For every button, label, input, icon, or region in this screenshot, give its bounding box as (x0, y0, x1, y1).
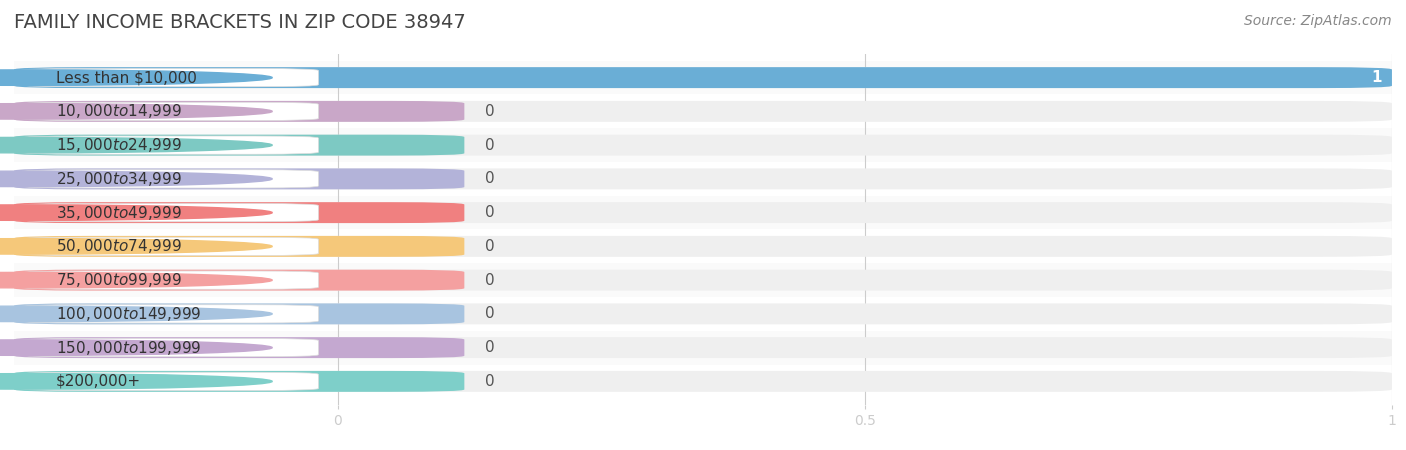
FancyBboxPatch shape (14, 202, 464, 223)
FancyBboxPatch shape (14, 168, 464, 189)
FancyBboxPatch shape (21, 237, 318, 256)
FancyBboxPatch shape (14, 236, 1392, 257)
Bar (14, 162, 1392, 196)
Text: $150,000 to $199,999: $150,000 to $199,999 (56, 338, 201, 356)
Text: 1: 1 (1371, 70, 1382, 85)
FancyBboxPatch shape (14, 371, 1392, 392)
Text: 0: 0 (485, 374, 495, 389)
Bar (14, 230, 1392, 263)
Circle shape (0, 374, 273, 389)
FancyBboxPatch shape (14, 337, 464, 358)
FancyBboxPatch shape (21, 203, 318, 222)
Circle shape (0, 104, 273, 119)
Bar (14, 61, 1392, 94)
Text: $25,000 to $34,999: $25,000 to $34,999 (56, 170, 183, 188)
FancyBboxPatch shape (21, 271, 318, 289)
Text: Source: ZipAtlas.com: Source: ZipAtlas.com (1244, 14, 1392, 27)
FancyBboxPatch shape (14, 135, 464, 156)
FancyBboxPatch shape (14, 371, 464, 392)
Bar (14, 297, 1392, 331)
Circle shape (0, 70, 273, 86)
FancyBboxPatch shape (14, 337, 1392, 358)
Circle shape (0, 238, 273, 254)
Text: 0: 0 (485, 306, 495, 321)
Text: $200,000+: $200,000+ (56, 374, 141, 389)
FancyBboxPatch shape (14, 303, 1392, 324)
Text: $15,000 to $24,999: $15,000 to $24,999 (56, 136, 183, 154)
FancyBboxPatch shape (21, 372, 318, 391)
FancyBboxPatch shape (21, 102, 318, 121)
Text: $10,000 to $14,999: $10,000 to $14,999 (56, 102, 183, 120)
FancyBboxPatch shape (14, 270, 1392, 291)
Bar (14, 263, 1392, 297)
Circle shape (0, 272, 273, 288)
FancyBboxPatch shape (14, 303, 464, 324)
Circle shape (0, 340, 273, 356)
Bar (14, 331, 1392, 364)
Text: 0: 0 (485, 104, 495, 119)
FancyBboxPatch shape (14, 67, 1392, 88)
Text: $35,000 to $49,999: $35,000 to $49,999 (56, 203, 183, 221)
Circle shape (0, 306, 273, 322)
Text: 0: 0 (485, 239, 495, 254)
Text: 0: 0 (485, 138, 495, 153)
FancyBboxPatch shape (14, 168, 1392, 189)
FancyBboxPatch shape (14, 202, 1392, 223)
Circle shape (0, 171, 273, 187)
FancyBboxPatch shape (21, 68, 318, 87)
FancyBboxPatch shape (14, 135, 1392, 156)
FancyBboxPatch shape (14, 270, 464, 291)
FancyBboxPatch shape (14, 236, 464, 257)
Text: $50,000 to $74,999: $50,000 to $74,999 (56, 237, 183, 255)
Text: 0: 0 (485, 273, 495, 288)
Bar (14, 196, 1392, 230)
FancyBboxPatch shape (21, 170, 318, 188)
Text: $75,000 to $99,999: $75,000 to $99,999 (56, 271, 183, 289)
Text: FAMILY INCOME BRACKETS IN ZIP CODE 38947: FAMILY INCOME BRACKETS IN ZIP CODE 38947 (14, 14, 465, 32)
FancyBboxPatch shape (14, 67, 1392, 88)
Text: 0: 0 (485, 171, 495, 186)
Bar (14, 364, 1392, 398)
Bar (14, 128, 1392, 162)
Text: Less than $10,000: Less than $10,000 (56, 70, 197, 85)
FancyBboxPatch shape (14, 101, 1392, 122)
Circle shape (0, 205, 273, 220)
Text: 0: 0 (485, 205, 495, 220)
FancyBboxPatch shape (21, 338, 318, 357)
Bar (14, 94, 1392, 128)
Text: $100,000 to $149,999: $100,000 to $149,999 (56, 305, 201, 323)
FancyBboxPatch shape (21, 305, 318, 323)
Circle shape (0, 137, 273, 153)
FancyBboxPatch shape (21, 136, 318, 154)
FancyBboxPatch shape (14, 101, 464, 122)
Text: 0: 0 (485, 340, 495, 355)
